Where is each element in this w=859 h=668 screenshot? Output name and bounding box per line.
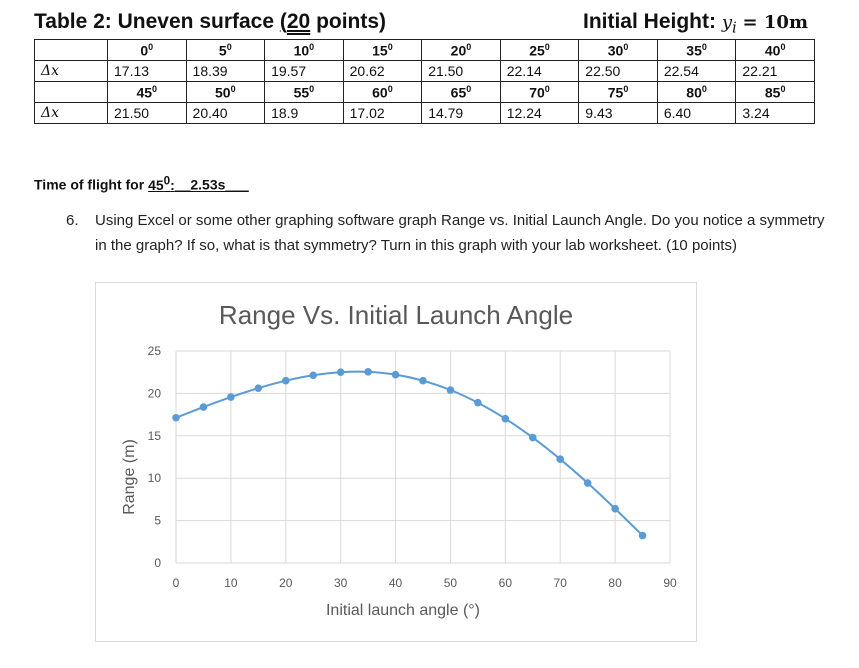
angle-row-label xyxy=(34,39,108,61)
time-of-flight: Time of flight for 450:__2.53s___ xyxy=(34,174,249,193)
x-tick-label: 70 xyxy=(554,576,568,590)
range-cell: 18.39 xyxy=(185,60,266,82)
data-point xyxy=(611,504,619,513)
range-cell: 20.62 xyxy=(342,60,423,82)
angle-cell: 550 xyxy=(264,81,344,103)
x-tick-label: 50 xyxy=(444,576,458,590)
angle-cell: 500 xyxy=(185,81,266,103)
range-chart: Range Vs. Initial Launch Angle 0 5 10 15 20 25… xyxy=(95,282,697,642)
y-tick-label: 25 xyxy=(148,344,162,358)
angle-cell: 100 xyxy=(264,39,344,61)
x-axis-label: Initial launch angle (°) xyxy=(326,602,480,619)
angle-cell: 700 xyxy=(499,81,580,103)
angle-cell: 850 xyxy=(735,81,815,103)
data-point xyxy=(172,413,180,422)
x-tick-label: 10 xyxy=(224,576,238,590)
range-cell: 22.21 xyxy=(735,60,815,82)
data-point xyxy=(638,531,647,540)
range-cell: 20.40 xyxy=(185,102,266,124)
y-tick-label: 0 xyxy=(154,556,161,570)
range-cell: 22.54 xyxy=(656,60,737,82)
angle-cell: 600 xyxy=(342,81,423,103)
angle-cell: 450 xyxy=(107,81,187,103)
y-axis-label: Range (m) xyxy=(121,439,138,515)
x-tick-label: 90 xyxy=(663,576,677,590)
table-header: Table 2: Uneven surface (20 points) Init… xyxy=(34,10,814,38)
x-tick-label: 0 xyxy=(173,576,180,590)
range-cell: 14.79 xyxy=(421,102,501,124)
data-point xyxy=(474,398,482,407)
initial-height-expression: yi = 10m xyxy=(721,12,808,37)
data-point xyxy=(309,371,318,380)
range-cell: 21.50 xyxy=(421,60,501,82)
angle-cell: 150 xyxy=(342,39,423,61)
question-text: Using Excel or some other graphing softw… xyxy=(95,212,825,254)
delta-x-label: Δx xyxy=(34,60,108,82)
range-row: Δx 17.13 18.39 19.57 20.62 21.50 22.14 22.50 22.… xyxy=(34,60,815,82)
angle-cell: 400 xyxy=(735,39,815,61)
data-point xyxy=(364,368,372,376)
chart-svg: Range Vs. Initial Launch Angle 0 5 10 15 20 25… xyxy=(121,300,677,619)
data-point xyxy=(556,455,565,464)
angle-cell: 250 xyxy=(499,39,580,61)
angle-cell: 650 xyxy=(421,81,501,103)
angle-cell: 00 xyxy=(107,39,187,61)
data-point xyxy=(281,376,290,385)
data-point xyxy=(199,403,208,411)
range-cell: 22.50 xyxy=(578,60,658,82)
x-tick-label: 60 xyxy=(499,576,513,590)
range-cell: 17.02 xyxy=(342,102,423,124)
angle-cell: 200 xyxy=(421,39,501,61)
data-point xyxy=(227,393,235,401)
angle-cell: 50 xyxy=(185,39,266,61)
data-point xyxy=(391,370,400,379)
angle-row-label xyxy=(34,81,108,103)
range-cell: 3.24 xyxy=(735,102,815,124)
initial-height: Initial Height: yi = 10m xyxy=(582,10,808,37)
x-tick-label: 30 xyxy=(334,576,348,590)
range-cell: 18.9 xyxy=(264,102,344,124)
range-cell: 21.50 xyxy=(107,102,187,124)
x-tick-label: 40 xyxy=(389,576,403,590)
angle-row: 00 50 100 150 200 250 300 350 400 xyxy=(34,39,815,61)
data-point xyxy=(528,433,537,442)
data-point xyxy=(501,414,510,423)
y-tick-label: 15 xyxy=(148,429,162,443)
data-point xyxy=(254,384,263,392)
y-tick-label: 20 xyxy=(148,386,162,400)
x-tick-label: 20 xyxy=(279,576,293,590)
points-value: 20 xyxy=(286,10,311,33)
range-cell: 6.40 xyxy=(656,102,737,124)
y-tick-label: 5 xyxy=(154,514,161,528)
angle-cell: 300 xyxy=(578,39,658,61)
range-cell: 12.24 xyxy=(499,102,580,124)
data-point xyxy=(583,479,592,487)
range-row: Δx 21.50 20.40 18.9 17.02 14.79 12.24 9.43 6.40 3… xyxy=(34,102,815,124)
x-tick-label: 80 xyxy=(608,576,622,590)
range-cell: 9.43 xyxy=(578,102,658,124)
y-tick-label: 10 xyxy=(148,471,162,485)
range-table: 00 50 100 150 200 250 300 350 400 Δx 17.13 18.39 19.… xyxy=(34,39,815,124)
range-cell: 17.13 xyxy=(107,60,187,82)
question-number: 6. xyxy=(66,212,79,229)
angle-row: 450 500 550 600 650 700 750 800 850 xyxy=(34,81,815,103)
table-title: Table 2: Uneven surface (20 points) xyxy=(34,10,387,33)
angle-cell: 750 xyxy=(578,81,658,103)
angle-cell: 350 xyxy=(656,39,737,61)
delta-x-label: Δx xyxy=(34,102,108,124)
time-of-flight-answer: __2.53s___ xyxy=(174,176,249,193)
range-cell: 19.57 xyxy=(264,60,344,82)
range-cell: 22.14 xyxy=(499,60,580,82)
angle-cell: 800 xyxy=(656,81,737,103)
series-line xyxy=(175,370,644,537)
chart-title: Range Vs. Initial Launch Angle xyxy=(219,300,573,330)
data-point xyxy=(419,376,427,385)
data-point xyxy=(336,368,345,376)
data-point xyxy=(446,386,455,394)
